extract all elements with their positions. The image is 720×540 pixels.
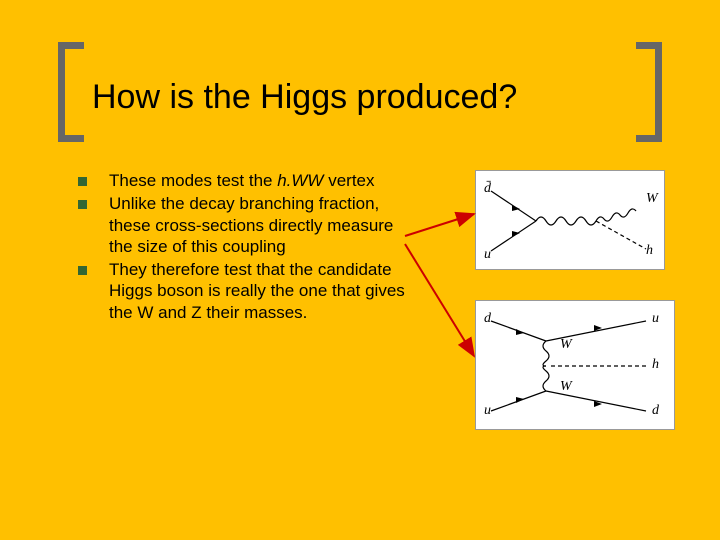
bullet-marker-icon (78, 177, 87, 186)
bullet-text: Unlike the decay branching fraction, the… (109, 193, 410, 257)
diagram-label: d (484, 311, 491, 327)
diagram-label: W (560, 337, 572, 353)
diagram-label: d (652, 403, 659, 419)
bullet-item: They therefore test that the candidate H… (70, 259, 410, 323)
bullet-list: These modes test the h.WW vertex Unlike … (70, 170, 410, 325)
bullet-item: These modes test the h.WW vertex (70, 170, 410, 191)
feynman-diagram-bottom: d u u d h W W (475, 300, 675, 430)
diagram-label: u (484, 403, 491, 419)
diagram-label: d̄ (484, 181, 491, 197)
bullet-text: These modes test the h.WW vertex (109, 170, 375, 191)
bullet-item: Unlike the decay branching fraction, the… (70, 193, 410, 257)
diagram-label: u (484, 247, 491, 263)
bullet-text: They therefore test that the candidate H… (109, 259, 410, 323)
bullet-marker-icon (78, 200, 87, 209)
diagram-label: h (646, 243, 653, 259)
slide-title: How is the Higgs produced? (92, 78, 517, 117)
title-bracket-right (636, 42, 662, 142)
diagram-label: W (646, 191, 658, 207)
diagram-label: h (652, 357, 659, 373)
diagram-label: W (560, 379, 572, 395)
feynman-diagram-top: d̄ u W h (475, 170, 665, 270)
title-bracket-left (58, 42, 84, 142)
diagram-label: u (652, 311, 659, 327)
bullet-marker-icon (78, 266, 87, 275)
